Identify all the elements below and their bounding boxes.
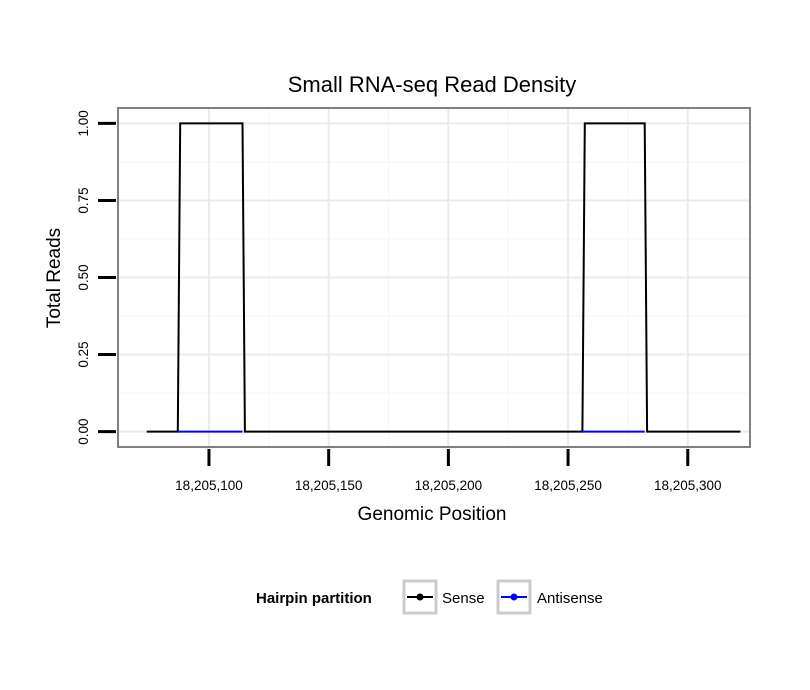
legend: Hairpin partition Sense Antisense bbox=[256, 579, 603, 615]
x-tick-label: 18,205,100 bbox=[175, 478, 243, 493]
y-axis-title: Total Reads bbox=[44, 228, 65, 328]
series-sense-line bbox=[146, 122, 741, 433]
x-axis: 18,205,100 18,205,150 18,205,200 18,205,250… bbox=[175, 449, 722, 493]
y-tick-label: 0.25 bbox=[76, 341, 91, 367]
grid-lines bbox=[118, 108, 750, 447]
legend-marker-sense bbox=[416, 593, 424, 601]
y-tick-label: 0.00 bbox=[76, 418, 91, 444]
y-tick-label: 0.50 bbox=[76, 264, 91, 290]
x-tick-label: 18,205,250 bbox=[534, 478, 602, 493]
x-tick-label: 18,205,200 bbox=[415, 478, 483, 493]
legend-title: Hairpin partition bbox=[256, 590, 372, 607]
y-axis: 0.00 0.25 0.50 0.75 1.00 bbox=[76, 110, 116, 445]
plot-panel-border bbox=[117, 107, 751, 448]
x-axis-title: Genomic Position bbox=[358, 504, 507, 525]
x-tick-label: 18,205,150 bbox=[295, 478, 363, 493]
y-tick-label: 0.75 bbox=[76, 187, 91, 213]
chart-title: Small RNA-seq Read Density bbox=[288, 72, 577, 97]
legend-label-sense: Sense bbox=[442, 590, 485, 607]
x-tick-label: 18,205,300 bbox=[654, 478, 722, 493]
legend-label-antisense: Antisense bbox=[537, 590, 603, 607]
legend-marker-antisense bbox=[510, 593, 518, 601]
series-layer bbox=[146, 122, 741, 433]
y-tick-label: 1.00 bbox=[76, 110, 91, 136]
